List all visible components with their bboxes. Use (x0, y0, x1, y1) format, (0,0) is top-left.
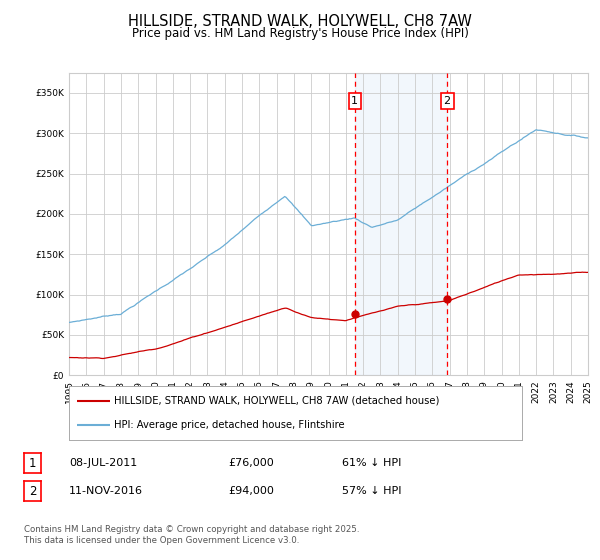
Text: Price paid vs. HM Land Registry's House Price Index (HPI): Price paid vs. HM Land Registry's House … (131, 27, 469, 40)
Text: 2: 2 (443, 96, 451, 106)
Text: £76,000: £76,000 (228, 458, 274, 468)
Text: HILLSIDE, STRAND WALK, HOLYWELL, CH8 7AW (detached house): HILLSIDE, STRAND WALK, HOLYWELL, CH8 7AW… (115, 396, 440, 406)
Text: 1: 1 (351, 96, 358, 106)
Text: 08-JUL-2011: 08-JUL-2011 (69, 458, 137, 468)
Text: HILLSIDE, STRAND WALK, HOLYWELL, CH8 7AW: HILLSIDE, STRAND WALK, HOLYWELL, CH8 7AW (128, 14, 472, 29)
Bar (355, 73, 447, 375)
Text: 1: 1 (29, 456, 36, 470)
Text: HPI: Average price, detached house, Flintshire: HPI: Average price, detached house, Flin… (115, 420, 345, 430)
Text: 57% ↓ HPI: 57% ↓ HPI (342, 486, 401, 496)
Text: Contains HM Land Registry data © Crown copyright and database right 2025.
This d: Contains HM Land Registry data © Crown c… (24, 525, 359, 545)
Text: £94,000: £94,000 (228, 486, 274, 496)
Text: 61% ↓ HPI: 61% ↓ HPI (342, 458, 401, 468)
Text: 11-NOV-2016: 11-NOV-2016 (69, 486, 143, 496)
Text: 2: 2 (29, 484, 36, 498)
